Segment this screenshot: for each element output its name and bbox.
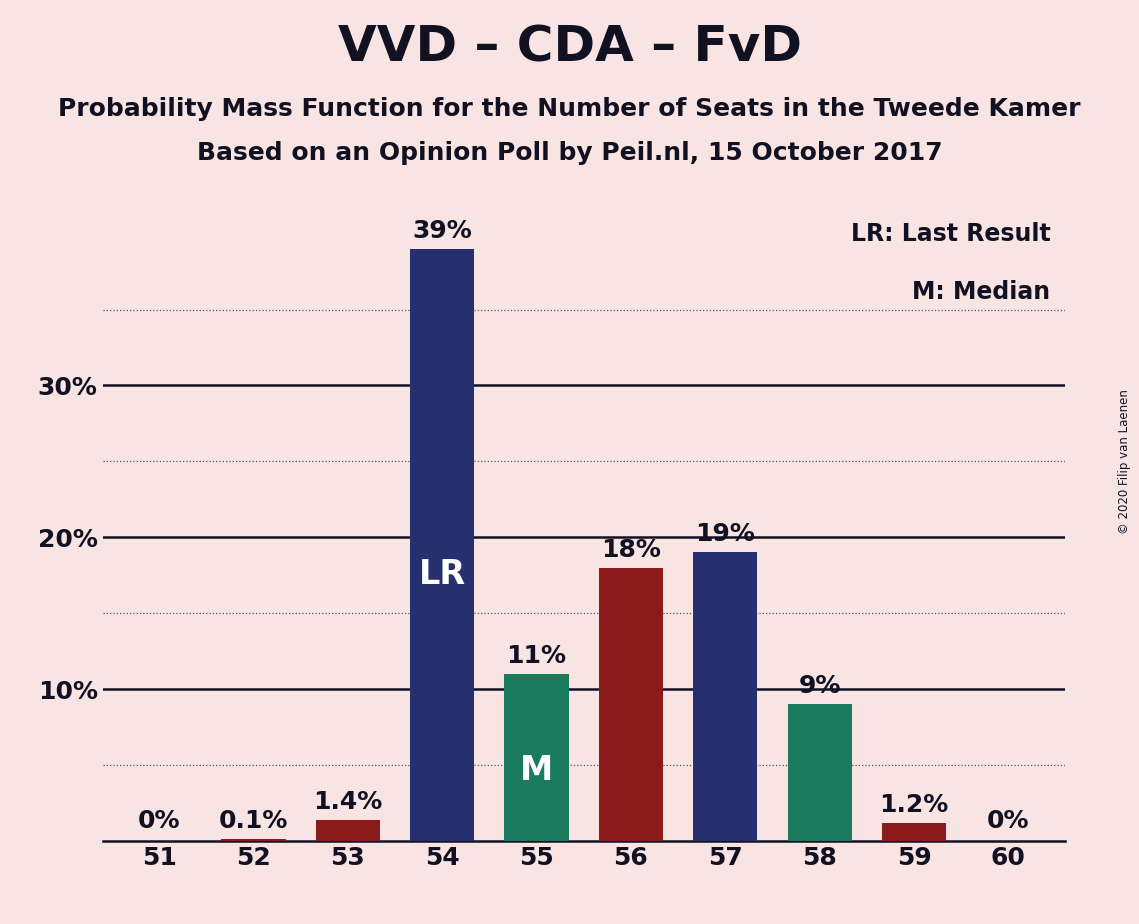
Text: LR: LR — [419, 558, 466, 591]
Text: 11%: 11% — [507, 644, 566, 668]
Text: Based on an Opinion Poll by Peil.nl, 15 October 2017: Based on an Opinion Poll by Peil.nl, 15 … — [197, 141, 942, 165]
Text: M: Median: M: Median — [912, 280, 1050, 304]
Bar — [694, 553, 757, 841]
Text: 9%: 9% — [798, 675, 841, 699]
Text: VVD – CDA – FvD: VVD – CDA – FvD — [337, 23, 802, 71]
Text: LR: Last Result: LR: Last Result — [851, 223, 1050, 247]
Bar — [410, 249, 474, 841]
Bar — [221, 839, 286, 841]
Text: Probability Mass Function for the Number of Seats in the Tweede Kamer: Probability Mass Function for the Number… — [58, 97, 1081, 121]
Text: 0%: 0% — [138, 809, 180, 833]
Text: 1.4%: 1.4% — [313, 789, 383, 813]
Text: © 2020 Filip van Laenen: © 2020 Filip van Laenen — [1118, 390, 1131, 534]
Text: M: M — [519, 754, 554, 787]
Text: 39%: 39% — [412, 219, 472, 243]
Text: 1.2%: 1.2% — [879, 793, 949, 817]
Text: 19%: 19% — [695, 522, 755, 546]
Bar — [882, 822, 947, 841]
Text: 18%: 18% — [601, 538, 661, 562]
Bar — [599, 567, 663, 841]
Text: 0%: 0% — [988, 809, 1030, 833]
Bar — [505, 674, 568, 841]
Text: 0.1%: 0.1% — [219, 809, 288, 833]
Bar — [787, 704, 852, 841]
Bar — [316, 820, 380, 841]
